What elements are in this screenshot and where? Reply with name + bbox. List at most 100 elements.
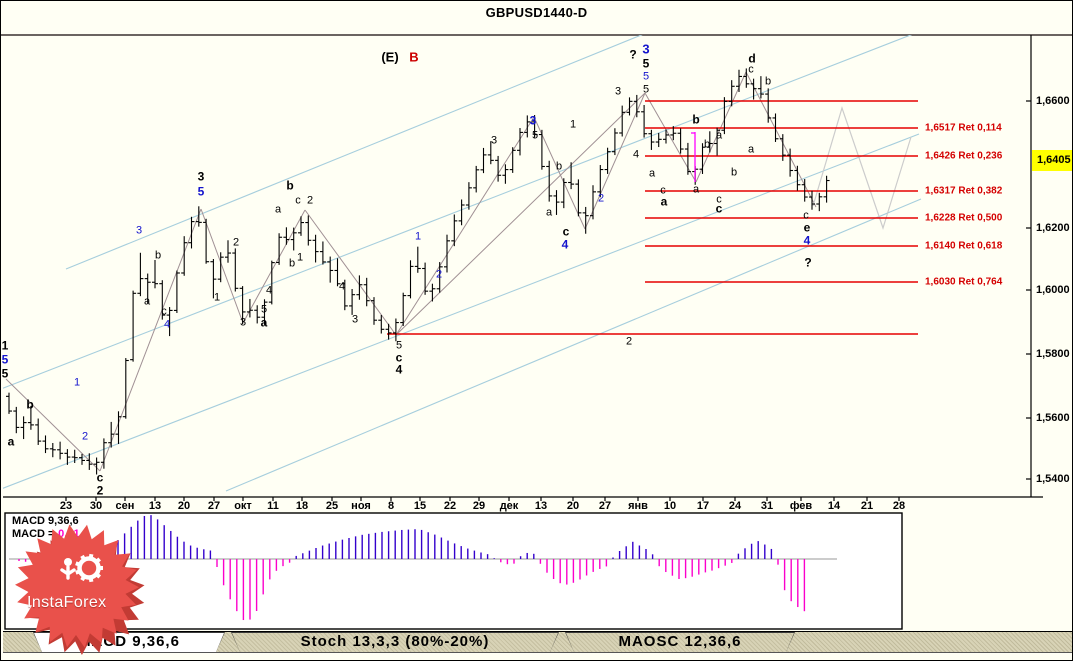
wave-label: 1 <box>1 338 9 353</box>
wave-label: 1 <box>73 376 81 389</box>
wave-label: 3 <box>642 41 650 57</box>
wave-label: 3 <box>614 85 622 98</box>
wave-label: 2 <box>81 430 89 443</box>
wave-label: c <box>748 63 754 76</box>
page-title: GBPUSD1440-D <box>485 5 588 20</box>
wave-label: 3 <box>197 169 205 184</box>
date-axis-label: 14 <box>827 500 841 512</box>
wave-label: 2 <box>306 194 314 207</box>
wave-label: a <box>274 203 282 216</box>
macd-legend: MACD 9,36,6 MACD =-0,01 <box>12 515 80 541</box>
date-axis-label: 13 <box>148 500 162 512</box>
date-axis-label: 20 <box>177 500 191 512</box>
channel-line <box>3 35 913 389</box>
wave-label: c <box>562 224 570 239</box>
wave-label: 5 <box>1 366 9 381</box>
date-axis-label: 23 <box>59 500 73 512</box>
date-axis-label: 22 <box>443 500 457 512</box>
wave-label: a <box>545 206 553 219</box>
macd-panel-frame <box>4 512 903 630</box>
connector-line <box>395 92 646 336</box>
wave-label: 5 <box>1 352 9 367</box>
date-axis-label: 13 <box>534 500 548 512</box>
wave-label: 4 <box>163 318 171 331</box>
wave-label: d <box>748 51 756 66</box>
wave-label: a <box>715 129 723 142</box>
wave-label: 1 <box>213 291 221 304</box>
date-axis-label: 27 <box>207 500 221 512</box>
wave-label: a <box>660 194 668 209</box>
wave-label: 4 <box>265 284 273 297</box>
forecast-projection <box>812 106 912 230</box>
fib-level-label: 1,6517 Ret 0,114 <box>925 122 1002 134</box>
wave-label: b <box>730 166 738 179</box>
date-axis-label: 11 <box>267 500 279 512</box>
wave-label: 3 <box>490 134 498 147</box>
date-axis-label: 24 <box>728 500 742 512</box>
wave-label: 3 <box>135 224 143 237</box>
connector-line <box>695 71 747 183</box>
price-axis-label: 1,5400 <box>1036 473 1070 485</box>
channel-line <box>65 35 643 270</box>
wave-label: 5 <box>642 56 650 71</box>
wave-label: b <box>154 249 162 262</box>
indicator-tab-macd[interactable]: MACD 9,36,6 <box>33 632 225 652</box>
wave-label: b <box>703 138 711 151</box>
wave-label: 4 <box>632 148 640 161</box>
indicator-tab-label: MACD 9,36,6 <box>78 633 180 650</box>
wave-label: 2 <box>597 192 605 205</box>
date-axis-label: 31 <box>760 500 774 512</box>
fib-level-label: 1,6426 Ret 0,236 <box>925 150 1003 162</box>
connector-line <box>200 208 244 324</box>
wave-label: a <box>143 295 151 308</box>
wave-label: b <box>288 257 296 270</box>
date-axis-label: 20 <box>566 500 580 512</box>
wave-label: 4 <box>561 237 569 252</box>
wave-label: 4 <box>803 233 811 248</box>
current-price-badge: 1,6405 <box>1032 150 1072 171</box>
wave-label: c <box>660 184 666 197</box>
connector-line <box>5 378 101 472</box>
channel-line <box>3 133 920 489</box>
wave-label: b <box>692 112 700 127</box>
wave-label: 5 <box>395 339 403 352</box>
fib-level-label: 1,6030 Ret 0,764 <box>925 276 1003 288</box>
connector-line <box>242 209 306 324</box>
axes <box>3 35 1043 501</box>
date-axis-label: 27 <box>598 500 612 512</box>
wave-label: a <box>692 183 700 196</box>
wave-label: c <box>395 350 403 365</box>
date-axis-label: 17 <box>696 500 710 512</box>
wave-label: 2 <box>96 483 104 498</box>
wave-label: 2 <box>232 236 240 249</box>
wave-label: c <box>295 194 301 207</box>
fibonacci-lines <box>387 100 918 335</box>
indicator-tab-maosc[interactable]: MAOSC 12,36,6 <box>565 632 795 652</box>
wave-label: 2 <box>435 268 443 281</box>
wave-label: 1 <box>296 251 304 264</box>
wave-label: B <box>409 49 419 65</box>
wave-label: 5 <box>260 303 268 316</box>
instaforex-logo-text: InstaForex <box>27 594 107 611</box>
price-axis-label: 1,6000 <box>1036 284 1070 296</box>
connector-line <box>584 92 646 230</box>
indicator-tab-stoch[interactable]: Stoch 13,3,3 (80%-20%) <box>231 632 559 652</box>
fib-level-label: 1,6140 Ret 0,618 <box>925 240 1003 252</box>
trend-channel-lines <box>3 35 922 492</box>
wave-label: c <box>96 470 104 485</box>
date-axis-label: 15 <box>413 500 427 512</box>
indicator-tabbar: MACD 9,36,6 Stoch 13,3,3 (80%-20%) MAOSC 1… <box>3 631 1072 653</box>
wave-label: 4 <box>395 362 403 377</box>
connector-line <box>395 116 535 336</box>
connector-line <box>745 71 817 208</box>
date-axis-label: 30 <box>89 500 103 512</box>
price-axis-label: 1,5800 <box>1036 348 1070 360</box>
wave-label: c <box>716 193 722 206</box>
wave-label: 5 <box>197 184 205 199</box>
wave-label: 5 <box>642 83 650 96</box>
price-axis-label: 1,6200 <box>1036 222 1070 234</box>
wave-label: 3 <box>351 313 359 326</box>
date-axis-label: 25 <box>325 500 339 512</box>
